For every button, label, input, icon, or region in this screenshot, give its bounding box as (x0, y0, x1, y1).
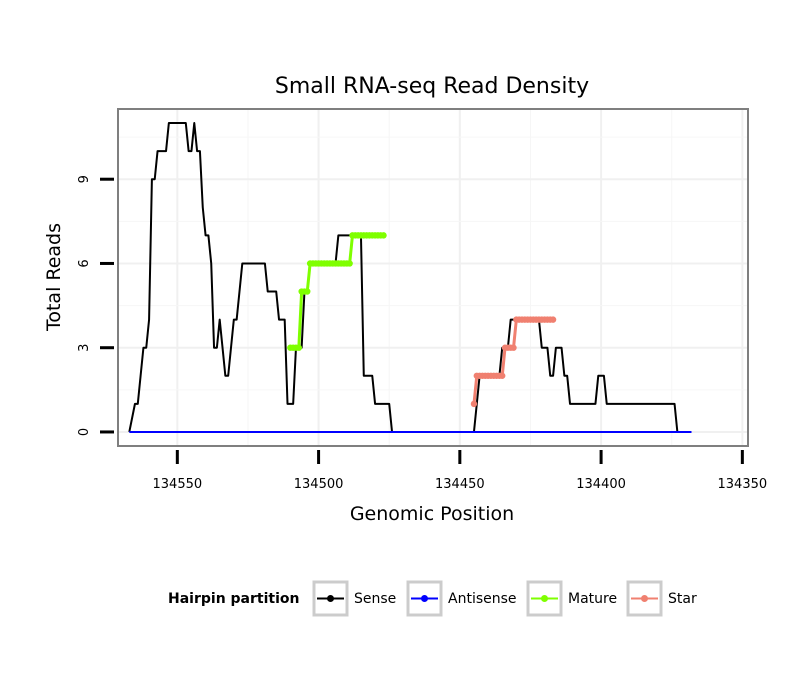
data-point-mature (380, 232, 387, 239)
plot-panel-border (117, 108, 749, 447)
y-tick-label: 0 (77, 428, 92, 436)
legend-key-point-sense (327, 595, 334, 602)
y-tick-label: 6 (77, 259, 92, 267)
legend-key-point-star (641, 595, 648, 602)
x-tick-label: 134500 (294, 477, 344, 492)
legend-label-star: Star (668, 591, 697, 607)
x-axis-title: Genomic Position (350, 503, 514, 525)
data-point-mature (304, 288, 311, 295)
y-tick-label: 9 (77, 175, 92, 183)
data-point-mature (295, 344, 303, 351)
legend-key-point-mature (541, 595, 548, 602)
series-line-sense (128, 122, 692, 433)
axes-layer: 134550 134500 134450 134400 134350 0 3 6 9 (77, 175, 767, 492)
legend-label-antisense: Antisense (448, 591, 517, 607)
data-point-star (549, 316, 557, 323)
data-point-star (470, 400, 478, 408)
legend-title: Hairpin partition (168, 591, 299, 607)
legend-label-sense: Sense (354, 591, 396, 607)
legend-label-mature: Mature (568, 591, 617, 607)
x-tick-label: 134400 (576, 477, 626, 492)
chart-title: Small RNA-seq Read Density (275, 74, 589, 99)
x-tick-label: 134350 (718, 477, 768, 492)
data-point-star (510, 344, 517, 351)
data-point-mature (346, 260, 353, 267)
series-layer (128, 122, 692, 433)
x-tick-label: 134450 (435, 477, 485, 492)
x-tick-label: 134550 (153, 477, 203, 492)
legend: Hairpin partition Sense Antisense Mature St… (168, 580, 697, 617)
y-tick-label: 3 (77, 344, 92, 352)
legend-key-point-antisense (421, 595, 428, 602)
y-axis-title: Total Reads (43, 223, 65, 332)
data-point-star (499, 372, 506, 379)
